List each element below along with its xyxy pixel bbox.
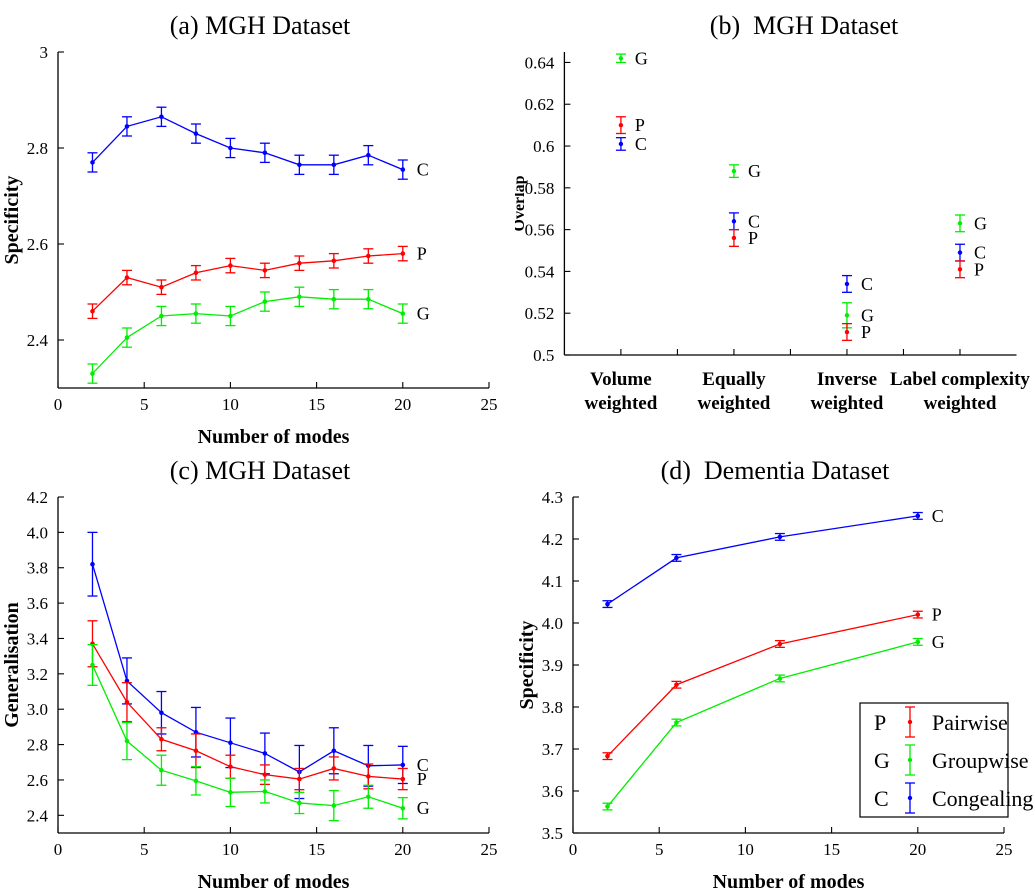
svg-text:5: 5 bbox=[140, 840, 149, 859]
svg-text:(c) MGH Dataset: (c) MGH Dataset bbox=[170, 456, 351, 485]
svg-text:3.9: 3.9 bbox=[542, 656, 563, 675]
svg-text:2.4: 2.4 bbox=[27, 331, 49, 350]
svg-text:P: P bbox=[635, 115, 645, 135]
svg-text:P: P bbox=[417, 244, 427, 264]
svg-text:3.8: 3.8 bbox=[542, 698, 563, 717]
svg-text:2.8: 2.8 bbox=[27, 139, 48, 158]
svg-text:2.6: 2.6 bbox=[27, 771, 48, 790]
svg-text:3: 3 bbox=[40, 43, 49, 62]
svg-text:Specificity: Specificity bbox=[1, 176, 23, 265]
svg-text:Label complexity: Label complexity bbox=[890, 369, 1030, 390]
svg-text:10: 10 bbox=[737, 840, 754, 859]
svg-text:4.1: 4.1 bbox=[542, 572, 563, 591]
svg-text:C: C bbox=[874, 786, 889, 811]
svg-text:G: G bbox=[932, 632, 945, 652]
svg-text:0.5: 0.5 bbox=[533, 346, 554, 365]
svg-text:(d) Dementia Dataset: (d) Dementia Dataset bbox=[661, 456, 891, 485]
svg-text:3.2: 3.2 bbox=[27, 665, 48, 684]
svg-text:G: G bbox=[417, 798, 430, 818]
svg-text:0.64: 0.64 bbox=[525, 53, 555, 72]
svg-text:3.0: 3.0 bbox=[27, 700, 48, 719]
svg-text:0: 0 bbox=[54, 395, 63, 414]
svg-text:5: 5 bbox=[140, 395, 149, 414]
svg-text:Congealing: Congealing bbox=[932, 786, 1033, 811]
svg-text:C: C bbox=[932, 506, 944, 526]
svg-text:(b) MGH Dataset: (b) MGH Dataset bbox=[710, 11, 899, 40]
svg-text:Number of modes: Number of modes bbox=[198, 871, 350, 889]
svg-text:Number of modes: Number of modes bbox=[198, 426, 350, 445]
svg-text:3.7: 3.7 bbox=[542, 740, 564, 759]
svg-text:4.3: 4.3 bbox=[542, 488, 563, 507]
svg-text:2.4: 2.4 bbox=[27, 806, 49, 825]
svg-text:0.62: 0.62 bbox=[525, 95, 555, 114]
svg-text:25: 25 bbox=[996, 840, 1013, 859]
svg-text:3.4: 3.4 bbox=[27, 629, 49, 648]
svg-text:0: 0 bbox=[569, 840, 578, 859]
svg-text:0.52: 0.52 bbox=[525, 304, 555, 323]
svg-text:weighted: weighted bbox=[584, 393, 657, 414]
svg-text:G: G bbox=[635, 48, 648, 68]
svg-text:G: G bbox=[417, 304, 430, 324]
svg-text:C: C bbox=[861, 274, 873, 294]
svg-text:C: C bbox=[635, 134, 647, 154]
svg-text:0: 0 bbox=[54, 840, 63, 859]
svg-text:G: G bbox=[974, 213, 987, 233]
svg-text:3.8: 3.8 bbox=[27, 559, 48, 578]
svg-text:15: 15 bbox=[823, 840, 840, 859]
svg-text:0.6: 0.6 bbox=[533, 137, 554, 156]
svg-text:4.0: 4.0 bbox=[542, 614, 563, 633]
svg-text:weighted: weighted bbox=[924, 393, 997, 414]
svg-text:(a) MGH Dataset: (a) MGH Dataset bbox=[170, 11, 351, 40]
svg-text:3.6: 3.6 bbox=[542, 782, 563, 801]
svg-text:P: P bbox=[874, 710, 886, 735]
svg-text:25: 25 bbox=[481, 840, 498, 859]
svg-text:P: P bbox=[932, 605, 942, 625]
svg-text:C: C bbox=[417, 160, 429, 180]
svg-text:0.56: 0.56 bbox=[525, 221, 555, 240]
svg-text:Volume: Volume bbox=[590, 369, 652, 390]
svg-text:G: G bbox=[874, 748, 890, 773]
svg-text:Groupwise: Groupwise bbox=[932, 748, 1029, 773]
svg-text:4.2: 4.2 bbox=[27, 488, 48, 507]
svg-text:4.2: 4.2 bbox=[542, 530, 563, 549]
svg-text:Number of modes: Number of modes bbox=[713, 871, 865, 889]
svg-text:0.54: 0.54 bbox=[525, 262, 555, 281]
svg-text:20: 20 bbox=[394, 395, 411, 414]
svg-text:4.0: 4.0 bbox=[27, 523, 48, 542]
svg-text:15: 15 bbox=[308, 395, 325, 414]
svg-text:Equally: Equally bbox=[702, 369, 766, 390]
svg-text:10: 10 bbox=[222, 840, 239, 859]
svg-text:5: 5 bbox=[655, 840, 664, 859]
svg-text:P: P bbox=[974, 259, 984, 279]
svg-text:P: P bbox=[417, 769, 427, 789]
svg-text:20: 20 bbox=[909, 840, 926, 859]
svg-text:10: 10 bbox=[222, 395, 239, 414]
svg-text:Inverse: Inverse bbox=[817, 369, 877, 390]
svg-text:20: 20 bbox=[394, 840, 411, 859]
svg-text:2.8: 2.8 bbox=[27, 736, 48, 755]
svg-text:Specificity: Specificity bbox=[516, 621, 538, 710]
svg-text:weighted: weighted bbox=[811, 393, 884, 414]
svg-text:P: P bbox=[748, 228, 758, 248]
svg-text:0.58: 0.58 bbox=[525, 179, 555, 198]
svg-text:weighted: weighted bbox=[698, 393, 771, 414]
svg-text:15: 15 bbox=[308, 840, 325, 859]
svg-text:25: 25 bbox=[481, 395, 498, 414]
svg-text:3.6: 3.6 bbox=[27, 594, 48, 613]
svg-text:Pairwise: Pairwise bbox=[932, 710, 1008, 735]
svg-text:Overlap: Overlap bbox=[515, 175, 528, 231]
svg-text:Generalisation: Generalisation bbox=[1, 602, 23, 728]
svg-text:G: G bbox=[748, 161, 761, 181]
svg-text:2.6: 2.6 bbox=[27, 235, 48, 254]
svg-text:3.5: 3.5 bbox=[542, 824, 563, 843]
svg-text:P: P bbox=[861, 322, 871, 342]
